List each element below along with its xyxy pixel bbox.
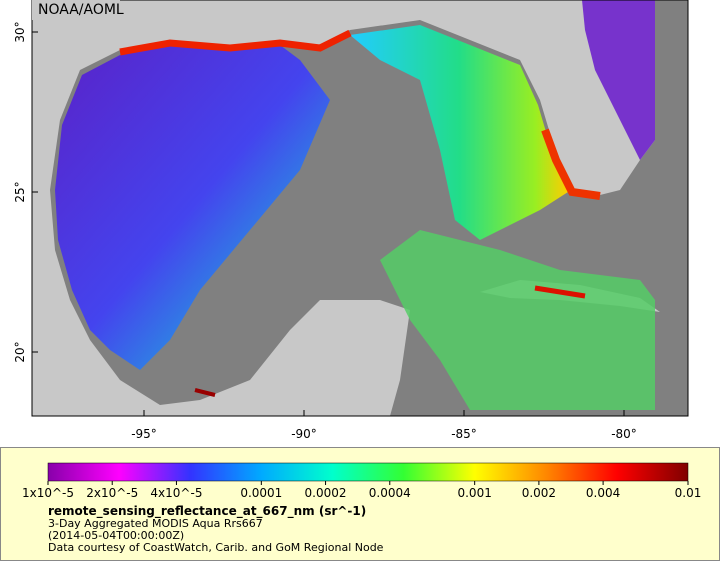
yucatan-coastal-high (194, 388, 216, 397)
colorbar-tick-label: 0.0001 (240, 486, 282, 500)
map-area (32, 0, 688, 416)
colorbar (47, 462, 689, 482)
x-tick-label: -90° (291, 427, 317, 441)
y-tick-label: 25° (13, 181, 27, 202)
colorbar-tick-label: 0.0004 (369, 486, 411, 500)
time: (2014-05-04T00:00:00Z) (48, 529, 185, 542)
west-gulf-data (55, 45, 330, 370)
cuba-coastal-high (534, 285, 586, 299)
map-frame (31, 0, 689, 417)
east-gulf-data (350, 25, 568, 240)
description: 3-Day Aggregated MODIS Aqua Rrs667 (48, 517, 263, 530)
y-tick-label: 20° (13, 341, 27, 362)
y-tick-label: 30° (13, 21, 27, 42)
x-tick-label: -80° (611, 427, 637, 441)
florida-east-data (582, 0, 655, 160)
caribbean-data (380, 230, 655, 410)
colorbar-tick-label: 0.004 (586, 486, 620, 500)
colorbar-tick-label: 4x10^-5 (150, 486, 202, 500)
coastal-high (119, 29, 352, 56)
variable-name: remote_sensing_reflectance_at_667_nm (sr… (48, 504, 367, 518)
x-tick-label: -95° (131, 427, 157, 441)
colorbar-tick-label: 0.001 (457, 486, 491, 500)
watermark: NOAA/AOML (38, 2, 124, 18)
colorbar-tick-label: 0.01 (675, 486, 702, 500)
florida-coastal-high (541, 128, 601, 200)
colorbar-tick-label: 1x10^-5 (22, 486, 74, 500)
colorbar-tick-label: 0.0002 (305, 486, 347, 500)
x-tick-label: -85° (451, 427, 477, 441)
colorbar-tick-label: 2x10^-5 (86, 486, 138, 500)
credit: Data courtesy of CoastWatch, Carib. and … (48, 541, 384, 554)
colorbar-tick-label: 0.002 (522, 486, 556, 500)
watermark-bg (32, 0, 120, 20)
